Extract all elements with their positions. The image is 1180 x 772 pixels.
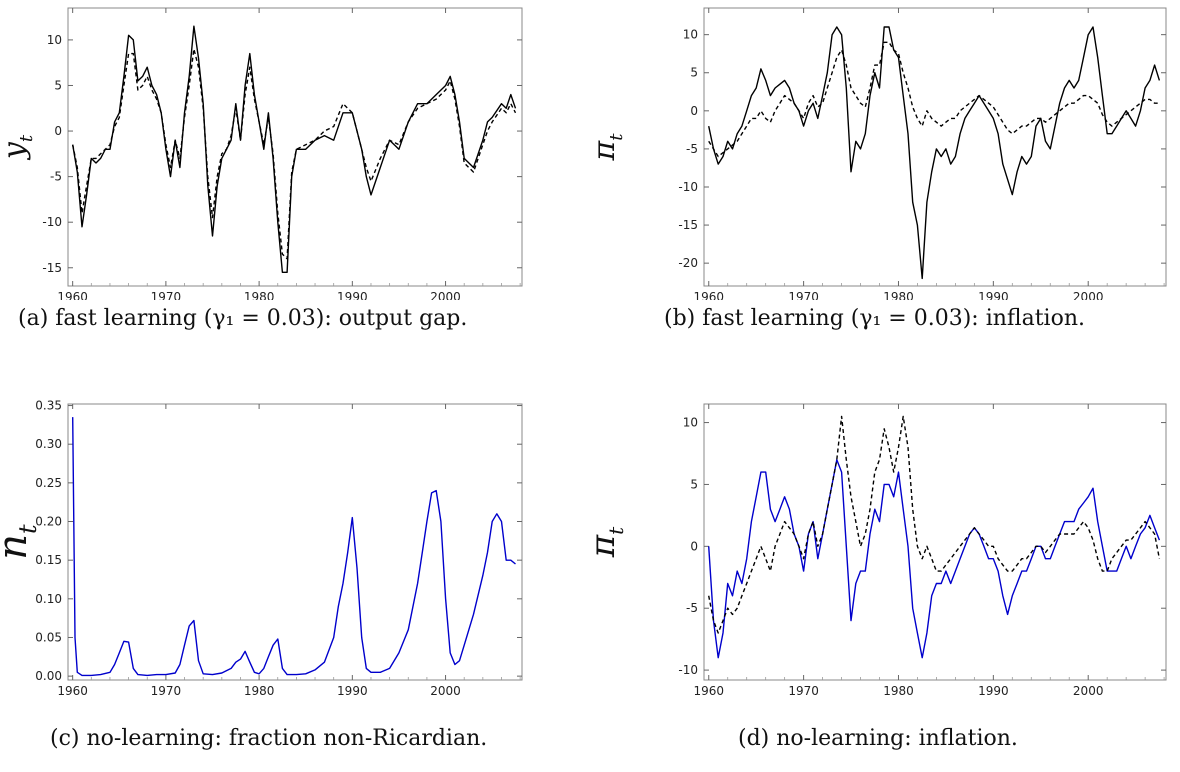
y-tick-label: 0.25 [35,476,62,490]
caption-c: (c) no-learning: fraction non-Ricardian. [50,726,488,751]
y-axis-label: nt [0,524,42,560]
y-tick-label: -10 [678,663,698,677]
caption-a: (a) fast learning (γ₁ = 0.03): output ga… [18,306,468,331]
y-tick-label: 10 [683,28,698,42]
x-tick-label: 1960 [57,290,88,300]
y-tick-label: -5 [686,142,698,156]
y-tick-label: -5 [50,170,62,184]
x-tick-label: 1970 [151,290,182,300]
chart-c: 1960 1970 1980 1990 2000 0.00 0.05 0.10 0.15 0.20… [0,398,590,698]
plot-frame [67,7,523,287]
y-tick-label: 0.20 [35,515,62,529]
y-tick-label: 0 [690,104,698,118]
x-tick-label: 2000 [430,684,461,698]
solid-series-line [708,459,1161,659]
caption-d: (d) no-learning: inflation. [738,726,1018,751]
chart-a: 1960 1970 1980 1990 2000 -15 -10 -5 0 5 10 yt [0,0,590,304]
y-axis-label: πt [590,526,628,558]
y-axis-label: πt [590,133,627,162]
chart-c-svg: 1960 1970 1980 1990 2000 0.00 0.05 0.10 0.15 0.20… [0,399,523,698]
x-tick-label: 1980 [244,290,275,300]
y-tick-label: 5 [690,477,698,491]
y-tick-label: 5 [54,78,62,92]
y-tick-label: 5 [690,66,698,80]
y-axis-label: yt [0,134,37,161]
chart-b-svg: 1960 1970 1980 1990 2000 -20 -15 -10 -5 0 5 10 πt [587,7,1167,304]
x-tick-label: 1960 [57,684,88,698]
y-tick-label: 0.35 [35,399,62,413]
x-tick-label: 2000 [1073,290,1104,300]
y-tick-label: 0.30 [35,437,62,451]
x-tick-label: 1970 [788,290,819,300]
chart-d-svg: 1960 1970 1980 1990 2000 -10 -5 0 5 10 πt [583,403,1167,698]
x-tick-label: 1960 [693,684,724,698]
y-tick-label: 0 [54,124,62,138]
y-tick-label: 10 [47,33,62,47]
y-tick-label: -15 [678,218,698,232]
y-tick-label: -20 [678,256,698,270]
y-tick-label: 10 [683,416,698,430]
chart-d: 1960 1970 1980 1990 2000 -10 -5 0 5 10 πt [583,398,1180,698]
y-tick-label: -5 [686,601,698,615]
dashed-series-line [708,41,1160,158]
plot-frame [67,403,523,681]
x-tick-label: 1960 [693,290,724,300]
dashed-series-line [708,415,1161,634]
dashed-series-line [72,48,517,260]
x-tick-label: 1990 [978,684,1009,698]
y-tick-label: -15 [42,261,62,275]
y-tick-label: 0.05 [35,630,62,644]
solid-series-line [72,25,517,273]
chart-b: 1960 1970 1980 1990 2000 -20 -15 -10 -5 0 5 10 πt [587,0,1180,304]
solid-series-line [72,417,516,677]
x-tick-label: 1970 [788,684,819,698]
solid-series-line [708,26,1161,280]
y-tick-label: -10 [678,180,698,194]
x-tick-label: 1980 [883,684,914,698]
x-tick-label: 1980 [883,290,914,300]
x-tick-label: 1990 [337,290,368,300]
y-tick-label: -10 [42,215,62,229]
x-tick-label: 1970 [151,684,182,698]
x-tick-label: 1980 [244,684,275,698]
y-tick-label: 0.15 [35,553,62,567]
y-tick-label: 0.10 [35,592,62,606]
chart-a-svg: 1960 1970 1980 1990 2000 -15 -10 -5 0 5 10 yt [0,7,523,304]
plot-frame [703,403,1167,681]
x-tick-label: 2000 [430,290,461,300]
x-tick-label: 2000 [1073,684,1104,698]
caption-b: (b) fast learning (γ₁ = 0.03): inflation… [664,306,1085,331]
y-tick-label: 0 [690,539,698,553]
y-tick-label: 0.00 [35,669,62,683]
plot-frame [703,7,1167,287]
x-tick-label: 1990 [978,290,1009,300]
x-tick-label: 1990 [337,684,368,698]
